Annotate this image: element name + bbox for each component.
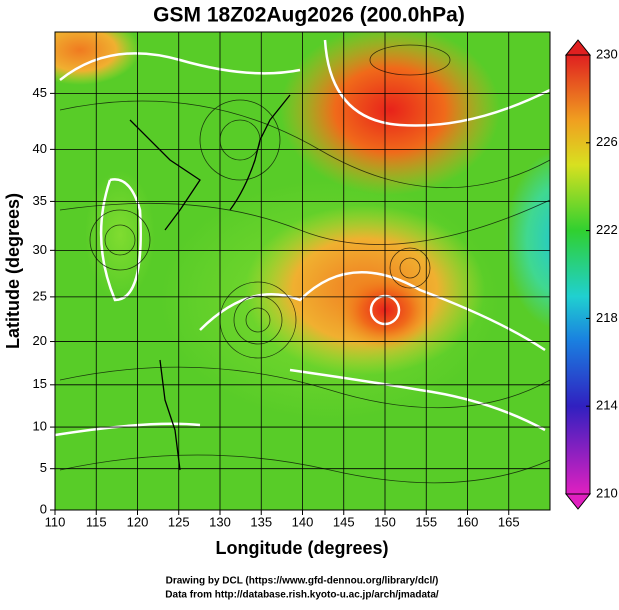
colorbar-tick-label: 226: [596, 134, 618, 149]
x-tick-label: 165: [498, 514, 520, 529]
credit: Data from http://database.rish.kyoto-u.a…: [165, 590, 439, 601]
y-tick-label: 10: [33, 419, 47, 434]
colorbar-min-arrow: [564, 493, 592, 510]
y-tick-label: 30: [33, 242, 47, 257]
x-tick-label: 145: [333, 514, 355, 529]
colorbar-tick-label: 218: [596, 310, 618, 325]
colorbar: [565, 54, 591, 495]
x-tick-label: 130: [209, 514, 231, 529]
colorbar-tick-label: 230: [596, 46, 618, 61]
x-tick-label: 150: [374, 514, 396, 529]
y-tick-label: 40: [33, 141, 47, 156]
x-tick-label: 155: [415, 514, 437, 529]
title: GSM 18Z02Aug2026 (200.0hPa): [153, 4, 465, 27]
x-tick-label: 110: [45, 514, 66, 529]
colorbar-tick-label: 214: [596, 398, 618, 413]
y-tick-label: 35: [33, 193, 47, 208]
x-tick-label: 120: [127, 514, 149, 529]
field: [55, 32, 550, 510]
colorbar-tick-label: 210: [596, 485, 618, 500]
y-tick-label: 25: [33, 288, 47, 303]
y-axis-label: Latitude (degrees): [3, 193, 23, 349]
y-tick-label: 0: [40, 501, 47, 516]
x-tick-label: 160: [457, 514, 479, 529]
x-tick-label: 125: [168, 514, 190, 529]
x-tick-label: 135: [250, 514, 272, 529]
colorbar-tick-label: 222: [596, 222, 618, 237]
colorbar-max-arrow: [564, 39, 592, 56]
credit: Drawing by DCL (https://www.gfd-dennou.o…: [166, 576, 439, 587]
x-tick-label: 115: [86, 514, 107, 529]
x-tick-label: 140: [292, 514, 314, 529]
y-tick-label: 5: [40, 460, 47, 475]
x-axis-label: Longitude (degrees): [215, 538, 388, 558]
y-tick-label: 45: [33, 85, 47, 100]
y-tick-label: 15: [33, 376, 47, 391]
y-tick-label: 20: [33, 333, 47, 348]
